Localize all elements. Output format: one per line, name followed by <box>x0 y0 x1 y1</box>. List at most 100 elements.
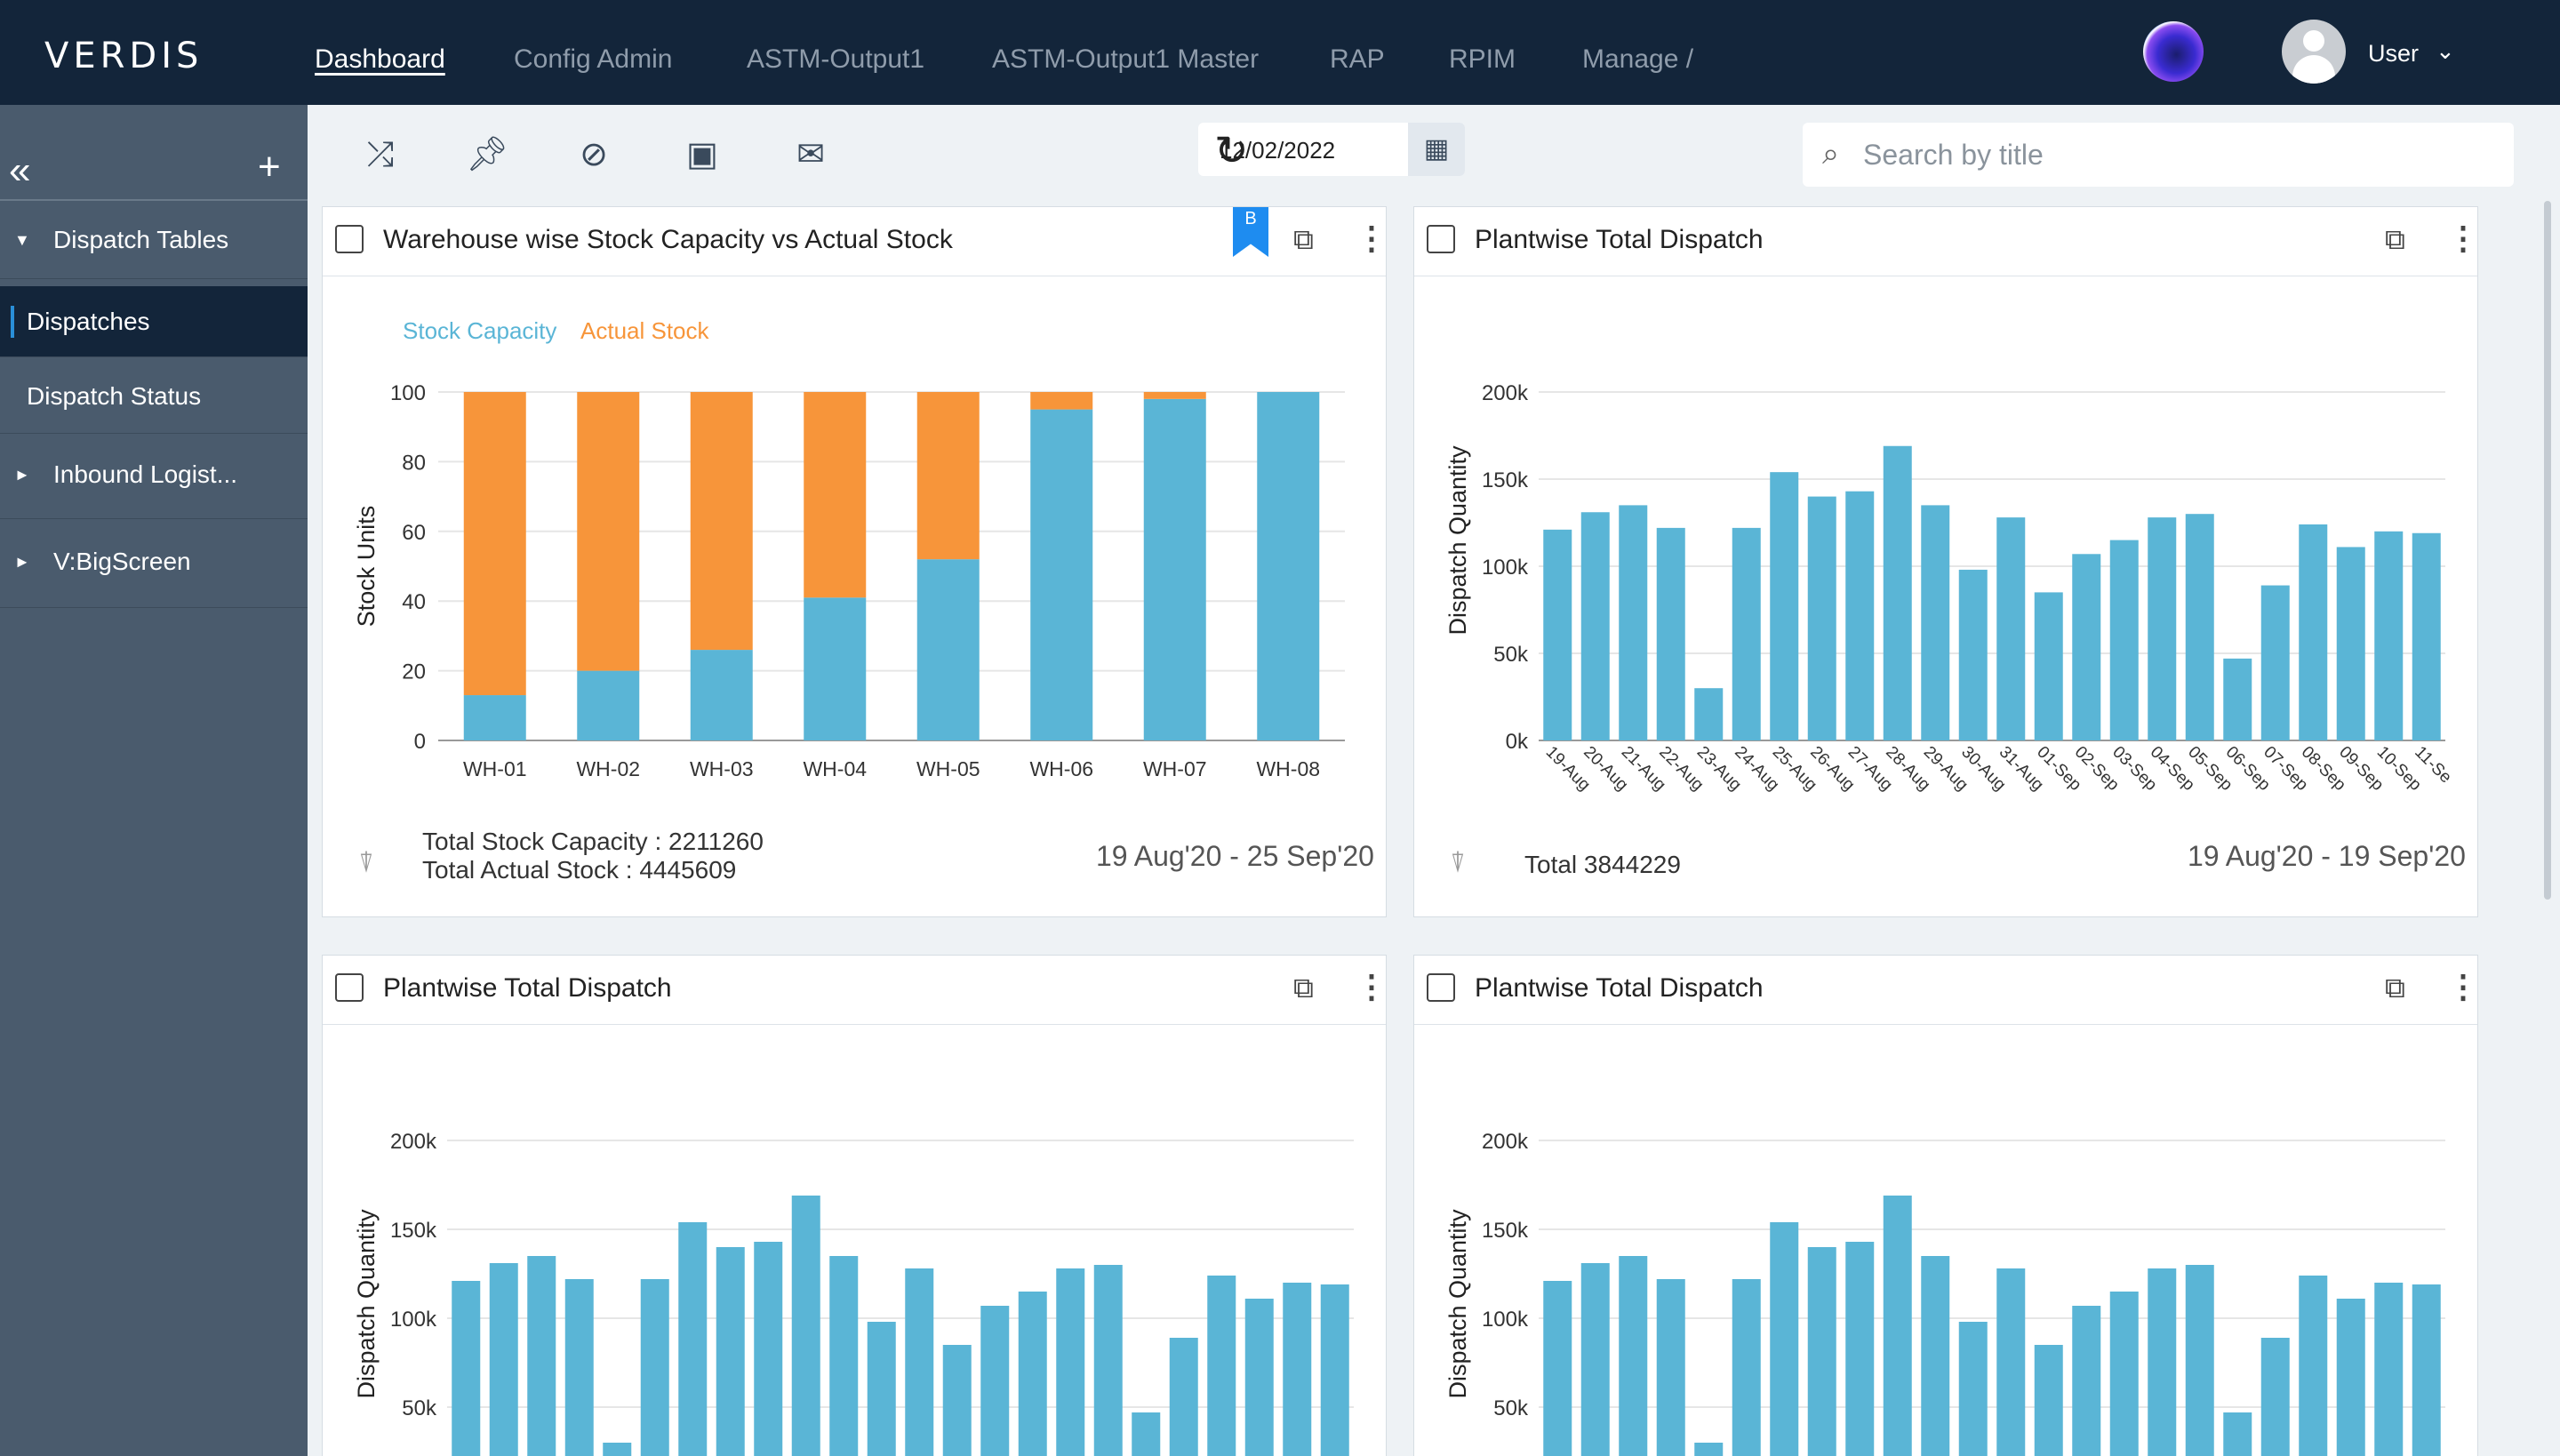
card-checkbox[interactable] <box>335 225 364 253</box>
refresh-icon[interactable]: ↻ <box>1214 127 1249 173</box>
more-options-icon[interactable]: ⋮ <box>2447 220 2479 256</box>
caret-right-icon: ► <box>14 553 30 571</box>
bar-actual-stock <box>463 392 526 696</box>
sidebar-item-inbound-logistics[interactable]: ► Inbound Logist... <box>0 434 308 519</box>
bar-dispatch <box>1694 688 1724 740</box>
sidebar-header: « + <box>0 105 308 201</box>
bar-dispatch <box>1543 529 1572 740</box>
unpin-icon[interactable]: ⊘ <box>580 136 608 173</box>
more-options-icon[interactable]: ⋮ <box>1356 220 1388 256</box>
y-tick-label: 50k <box>402 1396 437 1420</box>
bar-dispatch <box>1543 1281 1572 1456</box>
card-header: Warehouse wise Stock Capacity vs Actual … <box>323 207 1388 276</box>
open-external-icon[interactable]: ⧉ <box>1293 972 1314 1004</box>
assistant-orb-icon[interactable] <box>2143 21 2204 82</box>
card-header: Plantwise Total Dispatch ⧉ ⋮ <box>1414 207 2479 276</box>
search-input[interactable] <box>1863 135 2485 174</box>
search-box[interactable]: ⌕ <box>1803 123 2514 187</box>
bar-actual-stock <box>1143 392 1206 399</box>
x-tick-label: WH-02 <box>576 757 640 780</box>
x-tick-label: WH-04 <box>803 757 867 780</box>
legend-stock-capacity[interactable]: Stock Capacity <box>403 317 557 344</box>
bar-dispatch <box>603 1443 632 1456</box>
bar-actual-stock <box>804 392 867 598</box>
nav-rap[interactable]: RAP <box>1330 44 1385 74</box>
x-tick-label: WH-08 <box>1256 757 1320 780</box>
bar-dispatch <box>1580 1263 1610 1456</box>
caret-down-icon: ▼ <box>14 231 30 249</box>
bar-dispatch <box>2374 531 2404 740</box>
total-dispatch: Total 3844229 <box>1524 851 1681 878</box>
open-external-icon[interactable]: ⧉ <box>1293 223 1314 255</box>
bar-actual-stock <box>916 392 980 560</box>
bar-dispatch <box>2148 517 2177 740</box>
y-tick-label: 200k <box>390 1130 437 1154</box>
bar-actual-stock <box>1030 392 1093 410</box>
nav-dashboard[interactable]: Dashboard <box>315 44 445 74</box>
nav-config-admin[interactable]: Config Admin <box>514 44 673 74</box>
card-header: Plantwise Total Dispatch ⧉ ⋮ <box>323 956 1388 1025</box>
add-icon[interactable]: + <box>258 145 281 188</box>
bar-dispatch <box>1732 527 1761 740</box>
card-checkbox[interactable] <box>1427 225 1455 253</box>
avatar[interactable] <box>2282 20 2346 84</box>
verdis-logo[interactable]: VERDIS <box>44 36 204 76</box>
more-options-icon[interactable]: ⋮ <box>2447 968 2479 1004</box>
chevron-down-icon[interactable]: ⌄ <box>2436 37 2455 64</box>
card-checkbox[interactable] <box>1427 973 1455 1002</box>
bar-dispatch <box>1619 505 1648 740</box>
mail-icon[interactable]: ✉ <box>796 136 825 173</box>
nav-astm-output1-master[interactable]: ASTM-Output1 Master <box>992 44 1260 74</box>
collapse-sidebar-icon[interactable]: « <box>9 148 31 192</box>
bar-dispatch <box>1996 517 2026 740</box>
bar-dispatch <box>2223 658 2252 740</box>
bar-stock-capacity <box>1030 409 1093 740</box>
pin-icon[interactable]: 📌︎ <box>465 136 509 173</box>
bookmark-icon[interactable]: B <box>1233 207 1268 257</box>
bar-dispatch <box>905 1268 934 1456</box>
nav-manage[interactable]: Manage / <box>1582 44 1694 74</box>
card-checkbox[interactable] <box>335 973 364 1002</box>
sidebar-item-label: Dispatch Tables <box>53 226 229 253</box>
scrollbar[interactable] <box>2544 201 2551 900</box>
user-name[interactable]: User <box>2368 40 2420 67</box>
nav-astm-output1[interactable]: ASTM-Output1 <box>747 44 925 74</box>
bar-dispatch <box>489 1263 518 1456</box>
active-indicator <box>11 306 14 338</box>
legend-actual-stock[interactable]: Actual Stock <box>580 317 709 344</box>
sidebar-item-v-bigscreen[interactable]: ► V:BigScreen <box>0 519 308 608</box>
caret-right-icon: ► <box>14 466 30 484</box>
total-stock-capacity: Total Stock Capacity : 2211260 <box>422 828 764 855</box>
filter-icon[interactable]: ⍒ <box>1450 849 1466 878</box>
bar-dispatch <box>2072 1306 2101 1456</box>
date-value[interactable]: 12/02/2022 <box>1220 137 1336 164</box>
calendar-icon[interactable]: ▦ <box>1408 123 1465 176</box>
bar-dispatch <box>1132 1412 1161 1456</box>
presentation-icon[interactable]: ▣ <box>686 136 718 173</box>
shuffle-icon[interactable]: ⤮ <box>366 136 395 173</box>
open-external-icon[interactable]: ⧉ <box>2385 223 2405 255</box>
bar-dispatch <box>2412 532 2441 740</box>
bar-dispatch <box>2299 1276 2328 1456</box>
total-actual-stock: Total Actual Stock : 4445609 <box>422 856 737 884</box>
bar-dispatch <box>2260 585 2290 740</box>
more-options-icon[interactable]: ⋮ <box>1356 968 1388 1004</box>
bar-dispatch <box>1883 445 1912 740</box>
bar-dispatch <box>1807 496 1836 740</box>
card-title: Plantwise Total Dispatch <box>1475 973 1764 1003</box>
bar-dispatch <box>2034 1345 2063 1456</box>
bar-dispatch <box>1770 472 1799 740</box>
open-external-icon[interactable]: ⧉ <box>2385 972 2405 1004</box>
bar-dispatch <box>1770 1222 1799 1456</box>
sidebar-item-dispatch-tables[interactable]: ▼ Dispatch Tables <box>0 201 308 279</box>
date-picker[interactable]: 12/02/2022 ▦ <box>1198 123 1465 176</box>
sidebar-item-dispatches[interactable]: Dispatches <box>0 286 308 357</box>
y-tick-label: 150k <box>1482 468 1529 492</box>
bar-dispatch <box>1958 1322 1988 1456</box>
y-tick-label: 100k <box>390 1308 437 1332</box>
filter-icon[interactable]: ⍒ <box>358 849 374 878</box>
y-tick-label: 150k <box>390 1219 437 1243</box>
nav-rpim[interactable]: RPIM <box>1449 44 1516 74</box>
bar-dispatch <box>678 1222 708 1456</box>
sidebar-item-dispatch-status[interactable]: Dispatch Status <box>0 357 308 434</box>
